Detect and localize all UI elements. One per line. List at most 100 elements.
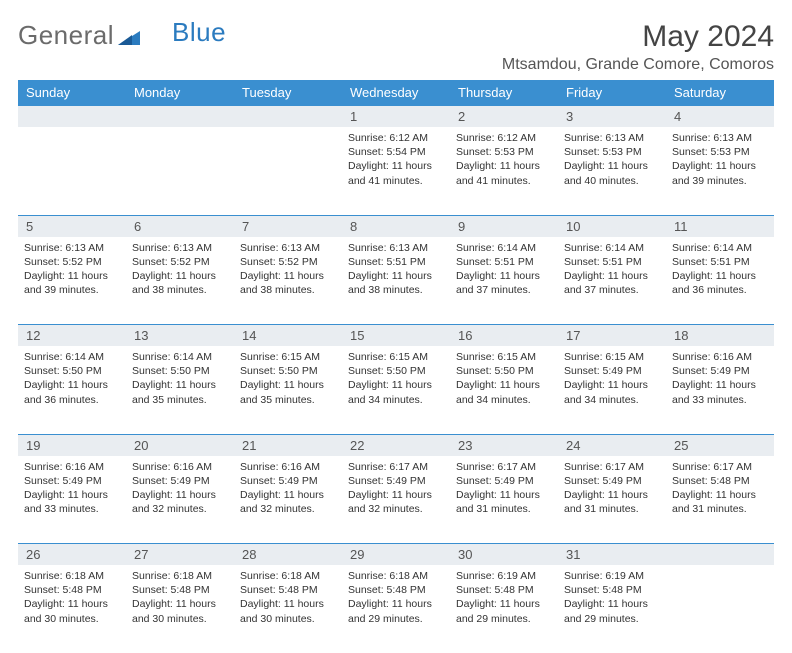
sunrise-text: Sunrise: 6:16 AM — [24, 460, 120, 474]
day-cell: Sunrise: 6:19 AMSunset: 5:48 PMDaylight:… — [450, 565, 558, 653]
day-number-cell: 9 — [450, 215, 558, 237]
sunrise-text: Sunrise: 6:14 AM — [456, 241, 552, 255]
weekday-header-row: Sunday Monday Tuesday Wednesday Thursday… — [18, 80, 774, 106]
day-number-cell: 24 — [558, 434, 666, 456]
title-block: May 2024 Mtsamdou, Grande Comore, Comoro… — [502, 20, 774, 74]
day-number-cell: 4 — [666, 106, 774, 128]
day-info: Sunrise: 6:19 AMSunset: 5:48 PMDaylight:… — [564, 569, 660, 626]
sunset-text: Sunset: 5:50 PM — [456, 364, 552, 378]
sunset-text: Sunset: 5:50 PM — [348, 364, 444, 378]
calendar-body: 1234Sunrise: 6:12 AMSunset: 5:54 PMDayli… — [18, 106, 774, 653]
day-number-cell: 10 — [558, 215, 666, 237]
day-number-cell: 23 — [450, 434, 558, 456]
day-number-cell: 22 — [342, 434, 450, 456]
day-number-cell: 13 — [126, 325, 234, 347]
day-info: Sunrise: 6:17 AMSunset: 5:49 PMDaylight:… — [348, 460, 444, 517]
day-cell: Sunrise: 6:18 AMSunset: 5:48 PMDaylight:… — [342, 565, 450, 653]
day-cell: Sunrise: 6:14 AMSunset: 5:51 PMDaylight:… — [558, 237, 666, 325]
day-cell: Sunrise: 6:13 AMSunset: 5:52 PMDaylight:… — [18, 237, 126, 325]
day-cell: Sunrise: 6:18 AMSunset: 5:48 PMDaylight:… — [126, 565, 234, 653]
daylight-text: Daylight: 11 hours and 31 minutes. — [456, 488, 552, 516]
day-cell: Sunrise: 6:17 AMSunset: 5:48 PMDaylight:… — [666, 456, 774, 544]
day-info: Sunrise: 6:14 AMSunset: 5:51 PMDaylight:… — [456, 241, 552, 298]
day-info: Sunrise: 6:16 AMSunset: 5:49 PMDaylight:… — [132, 460, 228, 517]
day-number-cell: 19 — [18, 434, 126, 456]
day-cell: Sunrise: 6:14 AMSunset: 5:50 PMDaylight:… — [126, 346, 234, 434]
day-number-cell: 30 — [450, 544, 558, 566]
sunset-text: Sunset: 5:48 PM — [24, 583, 120, 597]
day-info: Sunrise: 6:13 AMSunset: 5:52 PMDaylight:… — [24, 241, 120, 298]
day-number-cell: 15 — [342, 325, 450, 347]
day-cell: Sunrise: 6:16 AMSunset: 5:49 PMDaylight:… — [126, 456, 234, 544]
day-info: Sunrise: 6:18 AMSunset: 5:48 PMDaylight:… — [348, 569, 444, 626]
daylight-text: Daylight: 11 hours and 33 minutes. — [24, 488, 120, 516]
day-number-cell: 11 — [666, 215, 774, 237]
daylight-text: Daylight: 11 hours and 35 minutes. — [132, 378, 228, 406]
day-info: Sunrise: 6:19 AMSunset: 5:48 PMDaylight:… — [456, 569, 552, 626]
sunrise-text: Sunrise: 6:17 AM — [564, 460, 660, 474]
sunset-text: Sunset: 5:49 PM — [564, 474, 660, 488]
day-cell: Sunrise: 6:19 AMSunset: 5:48 PMDaylight:… — [558, 565, 666, 653]
sunrise-text: Sunrise: 6:14 AM — [132, 350, 228, 364]
daylight-text: Daylight: 11 hours and 33 minutes. — [672, 378, 768, 406]
weekday-header: Friday — [558, 80, 666, 106]
sunrise-text: Sunrise: 6:13 AM — [132, 241, 228, 255]
day-number-cell: 12 — [18, 325, 126, 347]
month-title: May 2024 — [502, 20, 774, 54]
day-number-cell: 21 — [234, 434, 342, 456]
sunset-text: Sunset: 5:53 PM — [564, 145, 660, 159]
day-info: Sunrise: 6:18 AMSunset: 5:48 PMDaylight:… — [24, 569, 120, 626]
sunrise-text: Sunrise: 6:18 AM — [348, 569, 444, 583]
day-cell — [234, 127, 342, 215]
day-info: Sunrise: 6:16 AMSunset: 5:49 PMDaylight:… — [24, 460, 120, 517]
day-number-cell: 7 — [234, 215, 342, 237]
sunset-text: Sunset: 5:52 PM — [132, 255, 228, 269]
day-cell: Sunrise: 6:18 AMSunset: 5:48 PMDaylight:… — [18, 565, 126, 653]
day-number-cell: 6 — [126, 215, 234, 237]
day-info: Sunrise: 6:13 AMSunset: 5:52 PMDaylight:… — [132, 241, 228, 298]
day-info: Sunrise: 6:15 AMSunset: 5:50 PMDaylight:… — [456, 350, 552, 407]
sunrise-text: Sunrise: 6:16 AM — [132, 460, 228, 474]
day-number-cell: 14 — [234, 325, 342, 347]
day-number-cell: 16 — [450, 325, 558, 347]
daylight-text: Daylight: 11 hours and 31 minutes. — [564, 488, 660, 516]
day-info: Sunrise: 6:16 AMSunset: 5:49 PMDaylight:… — [672, 350, 768, 407]
day-info: Sunrise: 6:14 AMSunset: 5:51 PMDaylight:… — [672, 241, 768, 298]
logo: General Blue — [18, 20, 226, 51]
day-body-row: Sunrise: 6:13 AMSunset: 5:52 PM Daylight:… — [18, 237, 774, 325]
sunrise-text: Sunrise: 6:17 AM — [348, 460, 444, 474]
logo-text-general: General — [18, 20, 114, 51]
daylight-text: Daylight: 11 hours and 34 minutes. — [564, 378, 660, 406]
day-number-cell: 27 — [126, 544, 234, 566]
sunset-text: Sunset: 5:50 PM — [132, 364, 228, 378]
daylight-text: Daylight: 11 hours and 38 minutes. — [348, 269, 444, 297]
daylight-text: Daylight: 11 hours and 31 minutes. — [672, 488, 768, 516]
day-cell: Sunrise: 6:14 AMSunset: 5:51 PMDaylight:… — [666, 237, 774, 325]
daylight-text: Daylight: 11 hours and 40 minutes. — [564, 159, 660, 187]
sunset-text: Sunset: 5:49 PM — [564, 364, 660, 378]
day-cell: Sunrise: 6:16 AMSunset: 5:49 PMDaylight:… — [666, 346, 774, 434]
weekday-header: Tuesday — [234, 80, 342, 106]
sunrise-text: Sunrise: 6:15 AM — [240, 350, 336, 364]
sunset-text: Sunset: 5:50 PM — [24, 364, 120, 378]
sunset-text: Sunset: 5:53 PM — [456, 145, 552, 159]
day-number-cell: 29 — [342, 544, 450, 566]
day-info: Sunrise: 6:14 AMSunset: 5:50 PMDaylight:… — [132, 350, 228, 407]
sunrise-text: Sunrise: 6:18 AM — [132, 569, 228, 583]
daylight-text: Daylight: 11 hours and 39 minutes. — [672, 159, 768, 187]
sunset-text: Sunset: 5:53 PM — [672, 145, 768, 159]
sunrise-text: Sunrise: 6:19 AM — [456, 569, 552, 583]
day-number-cell: 5 — [18, 215, 126, 237]
daylight-text: Daylight: 11 hours and 37 minutes. — [456, 269, 552, 297]
day-body-row: Sunrise: 6:12 AMSunset: 5:54 PMDaylight:… — [18, 127, 774, 215]
day-number-cell: 17 — [558, 325, 666, 347]
sunrise-text: Sunrise: 6:15 AM — [348, 350, 444, 364]
day-cell: Sunrise: 6:13 AMSunset: 5:51 PMDaylight:… — [342, 237, 450, 325]
day-number-cell: 2 — [450, 106, 558, 128]
daylight-text: Daylight: 11 hours and 35 minutes. — [240, 378, 336, 406]
daylight-text: Daylight: 11 hours and 41 minutes. — [348, 159, 444, 187]
day-info: Sunrise: 6:12 AMSunset: 5:53 PMDaylight:… — [456, 131, 552, 188]
day-cell: Sunrise: 6:13 AMSunset: 5:52 PMDaylight:… — [126, 237, 234, 325]
sunset-text: Sunset: 5:51 PM — [564, 255, 660, 269]
day-cell: Sunrise: 6:13 AMSunset: 5:52 PMDaylight:… — [234, 237, 342, 325]
